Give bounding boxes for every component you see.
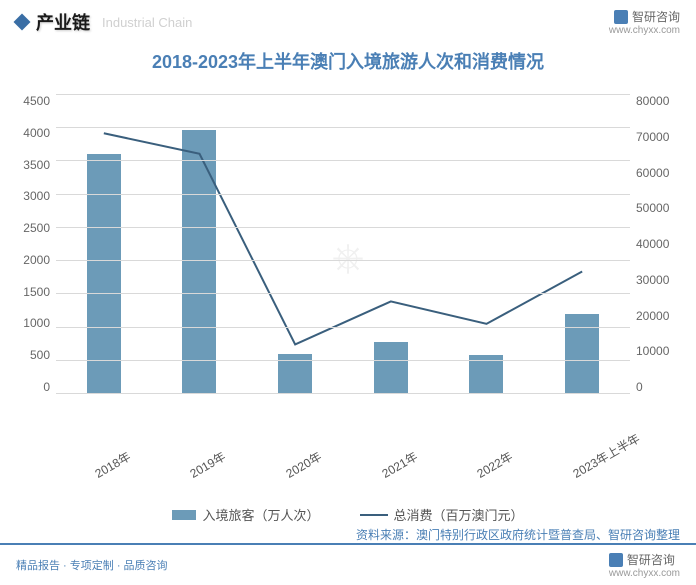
legend-bar-swatch bbox=[172, 510, 196, 520]
x-label: 2018年 bbox=[91, 450, 129, 482]
legend-line-swatch bbox=[360, 514, 388, 516]
y-left-tick: 4500 bbox=[16, 94, 50, 108]
grid-line bbox=[56, 94, 630, 95]
x-label: 2023年上半年 bbox=[570, 450, 608, 482]
plot bbox=[56, 94, 630, 394]
footer-logo-text: 智研咨询 bbox=[627, 551, 675, 568]
grid-line bbox=[56, 227, 630, 228]
y-left-tick: 1500 bbox=[16, 285, 50, 299]
y-left-tick: 1000 bbox=[16, 316, 50, 330]
y-right-tick: 0 bbox=[636, 380, 680, 394]
footer-tagline: 精品报告 · 专项定制 · 品质咨询 bbox=[16, 557, 168, 573]
y-right-tick: 10000 bbox=[636, 344, 680, 358]
y-left-tick: 2500 bbox=[16, 221, 50, 235]
logo-text: 智研咨询 bbox=[632, 8, 680, 25]
footer: 精品报告 · 专项定制 · 品质咨询 智研咨询 www.chyxx.com bbox=[0, 543, 696, 585]
y-right-tick: 80000 bbox=[636, 94, 680, 108]
legend: 入境旅客（万人次） 总消费（百万澳门元） bbox=[16, 505, 680, 524]
x-label: 2019年 bbox=[187, 450, 225, 482]
footer-logo-icon bbox=[609, 553, 623, 567]
grid-line bbox=[56, 293, 630, 294]
logo-row: 智研咨询 bbox=[614, 8, 680, 25]
legend-line-item: 总消费（百万澳门元） bbox=[360, 505, 524, 524]
y-right-tick: 50000 bbox=[636, 201, 680, 215]
y-right-tick: 60000 bbox=[636, 166, 680, 180]
y-left-tick: 4000 bbox=[16, 126, 50, 140]
diamond-icon bbox=[14, 14, 31, 31]
y-right-tick: 30000 bbox=[636, 273, 680, 287]
legend-bar-label: 入境旅客（万人次） bbox=[202, 505, 319, 524]
chart-container: 2018-2023年上半年澳门入境旅游人次和消费情况 ⎈ 45004000350… bbox=[0, 40, 696, 524]
x-label: 2021年 bbox=[378, 450, 416, 482]
logo-icon bbox=[614, 10, 628, 24]
grid-line bbox=[56, 393, 630, 394]
section-title-en: Industrial Chain bbox=[102, 15, 192, 30]
legend-bar-item: 入境旅客（万人次） bbox=[172, 505, 319, 524]
y-left-tick: 3500 bbox=[16, 158, 50, 172]
line-overlay bbox=[56, 94, 630, 393]
plot-area: 4500 4000 3500 3000 2500 2000 1500 1000 500 0 800… bbox=[16, 94, 680, 444]
legend-line-label: 总消费（百万澳门元） bbox=[394, 505, 524, 524]
grid-line bbox=[56, 160, 630, 161]
y-right-tick: 40000 bbox=[636, 237, 680, 251]
grid-line bbox=[56, 360, 630, 361]
header-left: 产业链 Industrial Chain bbox=[16, 9, 192, 35]
y-left-tick: 2000 bbox=[16, 253, 50, 267]
y-left-tick: 500 bbox=[16, 348, 50, 362]
x-label: 2022年 bbox=[474, 450, 512, 482]
y-axis-left: 4500 4000 3500 3000 2500 2000 1500 1000 500 0 bbox=[16, 94, 56, 394]
y-right-tick: 70000 bbox=[636, 130, 680, 144]
grid-line bbox=[56, 194, 630, 195]
source-text: 资料来源：澳门特别行政区政府统计暨普查局、智研咨询整理 bbox=[0, 524, 696, 543]
footer-logo-row: 智研咨询 bbox=[609, 551, 680, 568]
header-right: 智研咨询 www.chyxx.com bbox=[609, 8, 680, 36]
y-right-tick: 20000 bbox=[636, 309, 680, 323]
footer-right: 智研咨询 www.chyxx.com bbox=[609, 551, 680, 579]
section-title: 产业链 bbox=[36, 9, 90, 35]
x-axis-labels: 2018年2019年2020年2021年2022年2023年上半年 bbox=[56, 450, 630, 467]
x-label: 2020年 bbox=[283, 450, 321, 482]
y-axis-right: 80000 70000 60000 50000 40000 30000 20000 10000… bbox=[630, 94, 680, 394]
logo-url: www.chyxx.com bbox=[609, 25, 680, 36]
line-series bbox=[104, 133, 582, 344]
grid-line bbox=[56, 127, 630, 128]
chart-title: 2018-2023年上半年澳门入境旅游人次和消费情况 bbox=[16, 48, 680, 74]
grid-line bbox=[56, 260, 630, 261]
header: 产业链 Industrial Chain 智研咨询 www.chyxx.com bbox=[0, 0, 696, 40]
footer-url: www.chyxx.com bbox=[609, 568, 680, 579]
grid-line bbox=[56, 327, 630, 328]
y-left-tick: 3000 bbox=[16, 189, 50, 203]
y-left-tick: 0 bbox=[16, 380, 50, 394]
